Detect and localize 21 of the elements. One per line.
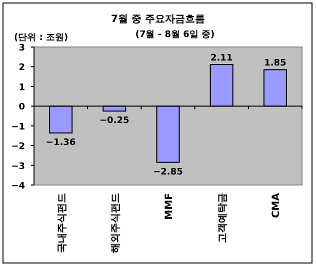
xtick: CMA [271, 193, 282, 218]
data-label: 1.85 [264, 58, 286, 69]
ytick: −1 [11, 122, 25, 132]
xtick: 고객예탁금 [218, 193, 229, 243]
data-label: −2.85 [153, 167, 183, 178]
ytick: 1 [18, 82, 25, 93]
ytick: −4 [11, 182, 25, 192]
ytick: 2 [18, 63, 25, 74]
xtick: 해외주식펀드 [110, 193, 122, 253]
data-label: 2.11 [210, 54, 233, 64]
ytick: −2 [11, 142, 25, 152]
title: 7월 중 주요자금흐름 [111, 14, 205, 25]
subtitle: (7월 - 8월 6일 중) [135, 30, 215, 40]
ytick: 0 [18, 102, 25, 113]
xtick: MMF [164, 193, 175, 220]
annotation: (단위 : 조원) [14, 33, 68, 43]
ytick: −3 [11, 162, 25, 172]
xtick: 국내주식펀드 [56, 193, 68, 253]
data-label: −1.36 [46, 138, 76, 148]
data-label: −0.25 [100, 116, 130, 126]
ytick: 3 [18, 44, 25, 54]
